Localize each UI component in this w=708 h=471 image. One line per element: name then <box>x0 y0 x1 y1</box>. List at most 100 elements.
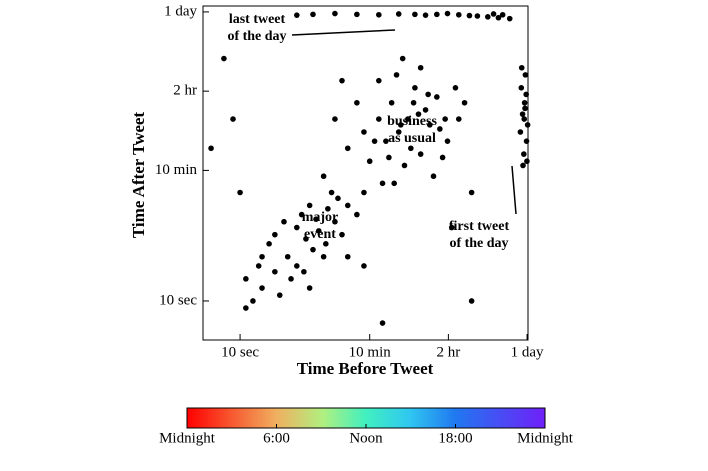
point <box>272 231 278 238</box>
point <box>339 231 345 238</box>
point <box>415 111 422 117</box>
point <box>376 11 382 18</box>
annotation: major <box>302 210 339 225</box>
point <box>376 77 382 84</box>
point <box>344 145 351 152</box>
point <box>310 246 316 253</box>
point <box>339 77 345 84</box>
point <box>412 11 418 18</box>
point <box>417 64 424 71</box>
point <box>379 320 386 326</box>
point <box>320 173 327 180</box>
point <box>495 14 502 21</box>
point <box>468 298 475 304</box>
point <box>315 228 322 234</box>
point <box>383 138 389 144</box>
point <box>524 122 531 128</box>
point <box>448 224 455 231</box>
point <box>506 15 513 22</box>
y-tick-label: 10 sec <box>159 292 197 308</box>
colorbar-tick-label: Midnight <box>159 430 216 446</box>
colorbar-tick-label: 6:00 <box>263 430 290 446</box>
point <box>405 116 411 122</box>
point <box>361 189 367 196</box>
point <box>294 263 300 269</box>
point <box>310 11 316 18</box>
point <box>519 111 526 117</box>
point <box>284 253 291 260</box>
point <box>517 129 524 135</box>
point <box>301 268 307 275</box>
point <box>518 64 525 71</box>
annotation-arrow <box>511 165 517 215</box>
y-tick-label: 2 hr <box>173 83 197 99</box>
point <box>376 116 382 122</box>
point <box>523 91 529 98</box>
point <box>335 195 341 202</box>
point <box>328 189 335 196</box>
annotation: last tweet <box>229 12 286 27</box>
point <box>386 154 392 161</box>
point <box>361 129 367 135</box>
point <box>395 129 402 135</box>
y-tick-label: 10 min <box>155 162 198 178</box>
point <box>294 224 300 231</box>
point <box>306 202 313 209</box>
point <box>281 218 287 225</box>
point <box>417 151 424 157</box>
point <box>434 94 440 100</box>
point <box>430 173 437 180</box>
point <box>221 55 227 62</box>
point <box>422 107 429 113</box>
point <box>395 11 402 17</box>
point <box>237 189 243 196</box>
point <box>444 138 451 144</box>
point <box>452 84 459 91</box>
point <box>303 236 309 242</box>
point <box>422 12 429 18</box>
point <box>523 138 530 144</box>
point <box>521 99 528 106</box>
point <box>412 84 418 91</box>
annotation: first tweet <box>449 219 510 234</box>
point <box>522 105 528 112</box>
plot-frame <box>202 5 529 341</box>
point <box>518 84 525 91</box>
point <box>474 13 481 19</box>
point <box>442 116 448 122</box>
point <box>354 99 360 106</box>
point <box>344 202 351 209</box>
point <box>461 99 468 106</box>
point <box>361 263 367 269</box>
point <box>466 12 473 19</box>
x-tick-label: 10 min <box>349 344 392 360</box>
colorbar-tick-label: Noon <box>349 430 383 446</box>
point <box>522 72 529 78</box>
colorbar-tick-label: Midnight <box>517 430 574 446</box>
point <box>243 276 249 282</box>
x-tick-label: 10 sec <box>221 344 259 360</box>
point <box>288 276 294 282</box>
colorbar-tick-label: 18:00 <box>438 430 472 446</box>
point <box>313 216 319 222</box>
point <box>434 11 440 18</box>
annotation: of the day <box>449 236 508 251</box>
annotation: as usual <box>388 131 436 146</box>
point <box>401 162 408 169</box>
point <box>397 122 404 128</box>
point <box>399 55 406 62</box>
x-axis-label: Time Before Tweet <box>297 359 434 378</box>
point <box>320 253 327 260</box>
point <box>444 10 451 17</box>
point <box>521 116 528 122</box>
point <box>255 263 262 269</box>
point <box>250 298 256 304</box>
point <box>439 154 446 161</box>
point <box>344 253 351 260</box>
point <box>437 126 443 132</box>
point <box>468 189 475 196</box>
point <box>408 145 414 152</box>
point <box>524 158 530 165</box>
y-axis-label: Time After Tweet <box>129 112 148 239</box>
x-tick-label: 1 day <box>511 344 544 360</box>
